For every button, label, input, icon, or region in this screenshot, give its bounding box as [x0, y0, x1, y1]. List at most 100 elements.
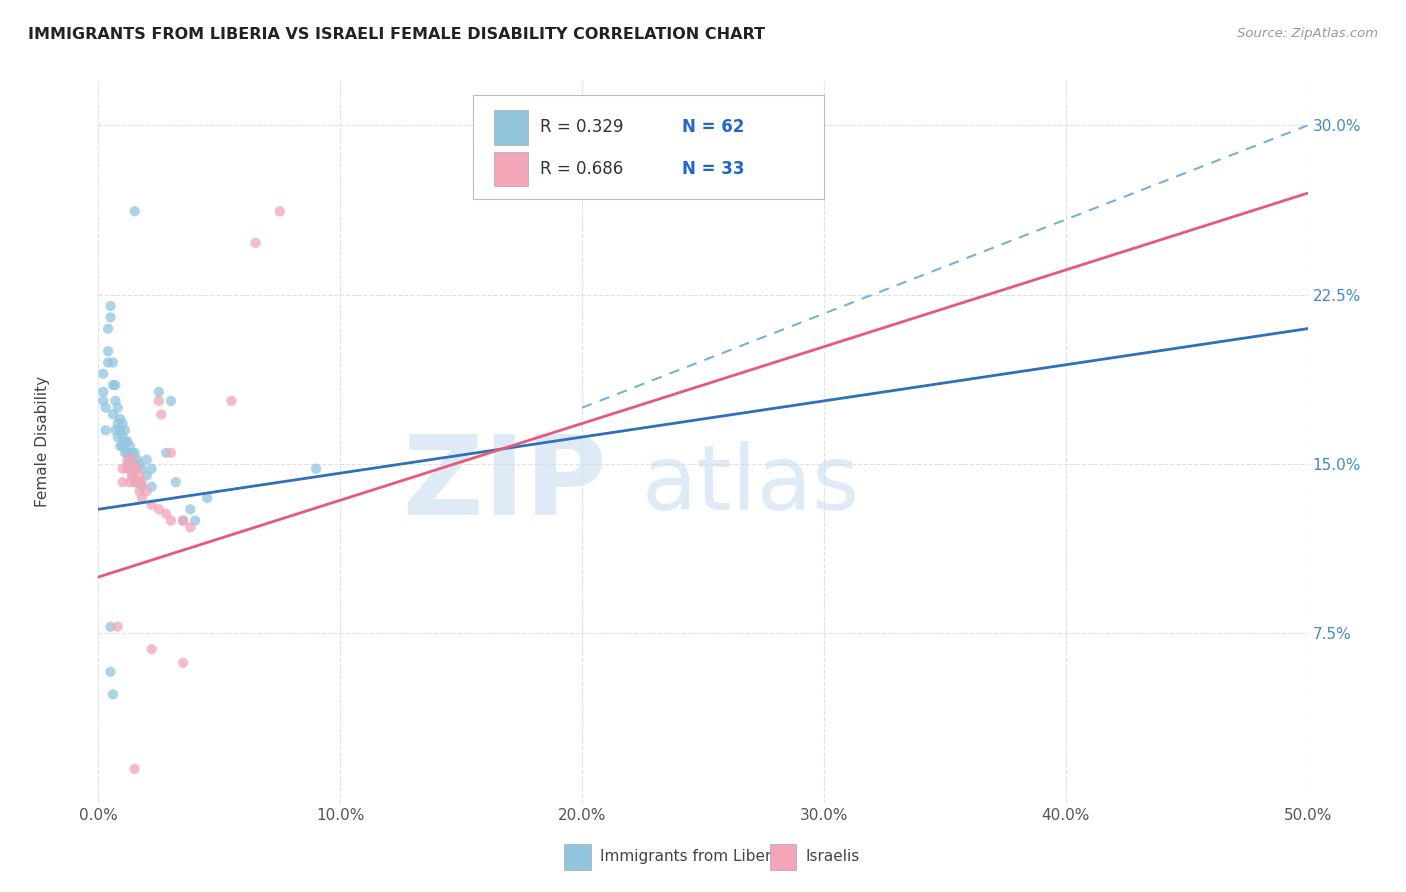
Point: [127, 461, 149, 475]
Point: [117, 457, 139, 471]
Point: [141, 480, 163, 494]
Point: [111, 430, 134, 444]
Text: Israelis: Israelis: [806, 849, 860, 864]
Text: R = 0.329: R = 0.329: [540, 119, 623, 136]
Text: ZIP: ZIP: [404, 432, 606, 539]
Point: [141, 498, 163, 512]
Point: [172, 514, 194, 528]
Point: [121, 468, 143, 483]
FancyBboxPatch shape: [494, 152, 527, 186]
Point: [94, 423, 117, 437]
Point: [131, 461, 153, 475]
Point: [117, 446, 139, 460]
Point: [121, 457, 143, 471]
Text: IMMIGRANTS FROM LIBERIA VS ISRAELI FEMALE DISABILITY CORRELATION CHART: IMMIGRANTS FROM LIBERIA VS ISRAELI FEMAL…: [28, 27, 765, 42]
Point: [97, 344, 120, 359]
Point: [124, 446, 146, 460]
Point: [118, 475, 141, 490]
Point: [131, 480, 153, 494]
Point: [179, 520, 201, 534]
Point: [184, 514, 207, 528]
Point: [127, 475, 149, 490]
Text: Immigrants from Liberia: Immigrants from Liberia: [600, 849, 785, 864]
Point: [141, 642, 163, 657]
Point: [121, 446, 143, 460]
Point: [118, 461, 141, 475]
Point: [124, 461, 146, 475]
FancyBboxPatch shape: [494, 110, 527, 145]
Point: [121, 452, 143, 467]
Point: [160, 446, 183, 460]
Point: [111, 417, 134, 431]
Point: [100, 299, 122, 313]
Point: [128, 468, 150, 483]
FancyBboxPatch shape: [474, 95, 824, 200]
Point: [104, 378, 127, 392]
Point: [118, 439, 141, 453]
Point: [127, 452, 149, 467]
Point: [100, 665, 122, 679]
Point: [111, 439, 134, 453]
Point: [141, 461, 163, 475]
Point: [118, 461, 141, 475]
Point: [117, 434, 139, 449]
Point: [148, 384, 170, 399]
Text: Source: ZipAtlas.com: Source: ZipAtlas.com: [1237, 27, 1378, 40]
Point: [117, 452, 139, 467]
Point: [100, 620, 122, 634]
Point: [114, 423, 136, 437]
Point: [131, 491, 153, 505]
Point: [111, 475, 134, 490]
Point: [91, 367, 114, 381]
Point: [97, 355, 120, 369]
Point: [172, 656, 194, 670]
Point: [101, 355, 124, 369]
Point: [160, 514, 183, 528]
Text: atlas: atlas: [643, 441, 860, 529]
Point: [101, 378, 124, 392]
Point: [108, 439, 131, 453]
Point: [128, 457, 150, 471]
Point: [148, 393, 170, 408]
Point: [104, 393, 127, 408]
Point: [155, 507, 177, 521]
Point: [107, 430, 129, 444]
FancyBboxPatch shape: [564, 844, 591, 870]
Point: [108, 412, 131, 426]
Point: [172, 514, 194, 528]
Point: [128, 484, 150, 499]
Text: N = 62: N = 62: [682, 119, 745, 136]
Point: [155, 446, 177, 460]
Text: N = 33: N = 33: [682, 161, 745, 178]
Point: [121, 468, 143, 483]
Text: R = 0.686: R = 0.686: [540, 161, 623, 178]
Point: [100, 310, 122, 325]
Point: [108, 423, 131, 437]
Point: [101, 408, 124, 422]
Point: [124, 204, 146, 219]
Point: [104, 423, 127, 437]
Point: [94, 401, 117, 415]
Point: [221, 393, 243, 408]
Point: [179, 502, 201, 516]
Point: [135, 484, 157, 499]
Point: [118, 452, 141, 467]
Point: [107, 620, 129, 634]
Point: [160, 393, 183, 408]
Point: [114, 446, 136, 460]
Point: [91, 384, 114, 399]
Point: [124, 475, 146, 490]
Point: [91, 393, 114, 408]
Point: [305, 461, 328, 475]
Point: [269, 204, 291, 219]
Point: [107, 417, 129, 431]
Point: [128, 475, 150, 490]
Point: [124, 762, 146, 776]
Point: [127, 461, 149, 475]
Point: [124, 475, 146, 490]
Point: [114, 434, 136, 449]
Point: [97, 321, 120, 335]
FancyBboxPatch shape: [769, 844, 796, 870]
Point: [148, 502, 170, 516]
Point: [135, 468, 157, 483]
